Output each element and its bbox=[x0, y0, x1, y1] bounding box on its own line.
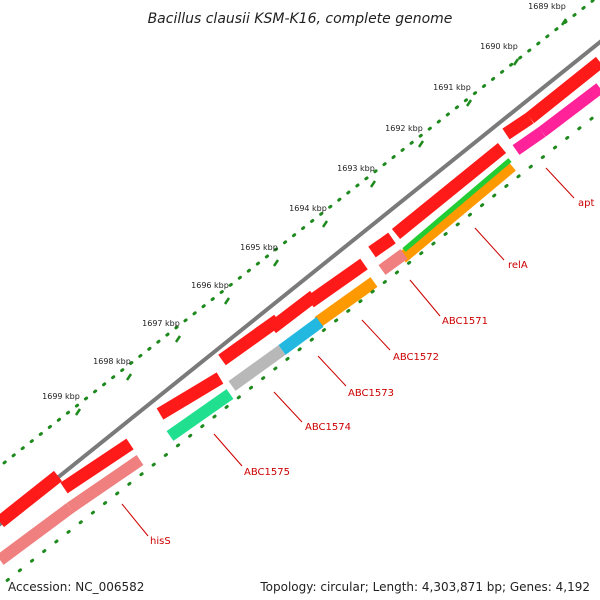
gene-label-leader bbox=[361, 319, 391, 351]
scale-tick-label: 1699 kbp bbox=[42, 392, 80, 401]
gene-abc1571-bar bbox=[378, 249, 408, 275]
gene-apt-bar bbox=[512, 127, 546, 155]
accession-text: Accession: NC_006582 bbox=[8, 580, 145, 594]
scale-tick-mark bbox=[125, 373, 133, 381]
gene-label-leader bbox=[409, 279, 441, 317]
gene-labels: apt relA ABC1571 ABC1572 ABC1573 ABC1574 ABC15… bbox=[121, 167, 594, 547]
forward-gene-arrow bbox=[156, 372, 224, 420]
forward-gene-arrow bbox=[0, 470, 63, 528]
scale-tick-label: 1696 kbp bbox=[191, 281, 229, 290]
forward-gene-arrow bbox=[268, 290, 318, 334]
gene-label-rela: relA bbox=[508, 260, 528, 271]
forward-gene-arrow bbox=[60, 438, 134, 494]
forward-strand-genes bbox=[0, 56, 600, 528]
scale-tick-mark bbox=[512, 58, 520, 66]
scale-tick-label: 1694 kbp bbox=[289, 204, 327, 213]
topology-text: Topology: circular; Length: 4,303,871 bp… bbox=[260, 580, 590, 594]
scale-tick-label: 1692 kbp bbox=[385, 124, 423, 133]
inner-dotted-ring bbox=[0, 110, 600, 588]
scale-tick-label: 1698 kbp bbox=[93, 357, 131, 366]
scale-tick-label: 1693 kbp bbox=[337, 164, 375, 173]
forward-gene-arrow bbox=[218, 314, 282, 366]
gene-abc1575-bar bbox=[166, 389, 234, 441]
gene-label-leader bbox=[213, 433, 243, 467]
forward-gene-arrow bbox=[502, 112, 534, 140]
scale-tick-label: 1695 kbp bbox=[240, 243, 278, 252]
gene-label-abc1575: ABC1575 bbox=[244, 467, 290, 478]
scale-tick-label: 1691 kbp bbox=[433, 83, 471, 92]
scale-tick-mark bbox=[560, 18, 568, 26]
gene-label-abc1571: ABC1571 bbox=[442, 316, 488, 327]
forward-gene-arrow bbox=[525, 56, 600, 124]
gene-label-abc1572: ABC1572 bbox=[393, 352, 439, 363]
scale-tick-mark bbox=[174, 335, 182, 343]
gene-abc1574-bar bbox=[228, 345, 286, 391]
gene-rela-bar bbox=[398, 161, 516, 263]
scale-tick-mark bbox=[369, 180, 377, 188]
forward-gene-arrow bbox=[391, 142, 507, 240]
scale-ticks: 1689 kbp 1690 kbp 1691 kbp 1692 kbp 1693 kbp… bbox=[42, 2, 568, 416]
gene-hiss-bar bbox=[66, 455, 144, 513]
gene-abc1573-bar bbox=[278, 317, 324, 355]
scale-tick-label: 1697 kbp bbox=[142, 319, 180, 328]
gene-label-leader bbox=[545, 167, 575, 199]
gene-label-apt: apt bbox=[578, 198, 594, 209]
scale-tick-label: 1689 kbp bbox=[528, 2, 566, 11]
genome-backbone bbox=[0, 39, 600, 527]
gene-label-leader bbox=[474, 227, 505, 261]
gene-abc1572-bar bbox=[314, 277, 378, 327]
scale-tick-mark bbox=[465, 99, 473, 107]
gene-rela-overlay bbox=[402, 158, 512, 252]
scale-tick-mark bbox=[272, 259, 280, 267]
gene-label-leader bbox=[273, 391, 303, 423]
scale-tick-mark bbox=[417, 140, 425, 148]
gene-hiss-bar bbox=[0, 503, 74, 565]
outer-dotted-ring bbox=[0, 0, 597, 468]
gene-apt-bar bbox=[538, 83, 600, 137]
gene-label-hiss: hisS bbox=[150, 536, 171, 547]
gene-label-abc1573: ABC1573 bbox=[348, 388, 394, 399]
gene-label-leader bbox=[317, 355, 347, 387]
gene-label-leader bbox=[121, 503, 149, 537]
forward-gene-arrow bbox=[306, 258, 368, 308]
map-title: Bacillus clausii KSM-K16, complete genom… bbox=[148, 11, 453, 27]
scale-tick-mark bbox=[223, 297, 231, 305]
gene-label-abc1574: ABC1574 bbox=[305, 422, 351, 433]
forward-gene-arrow bbox=[368, 232, 396, 258]
reverse-strand-genes bbox=[0, 83, 600, 565]
scale-tick-mark bbox=[74, 408, 82, 416]
scale-tick-label: 1690 kbp bbox=[480, 42, 518, 51]
scale-tick-mark bbox=[321, 220, 329, 228]
